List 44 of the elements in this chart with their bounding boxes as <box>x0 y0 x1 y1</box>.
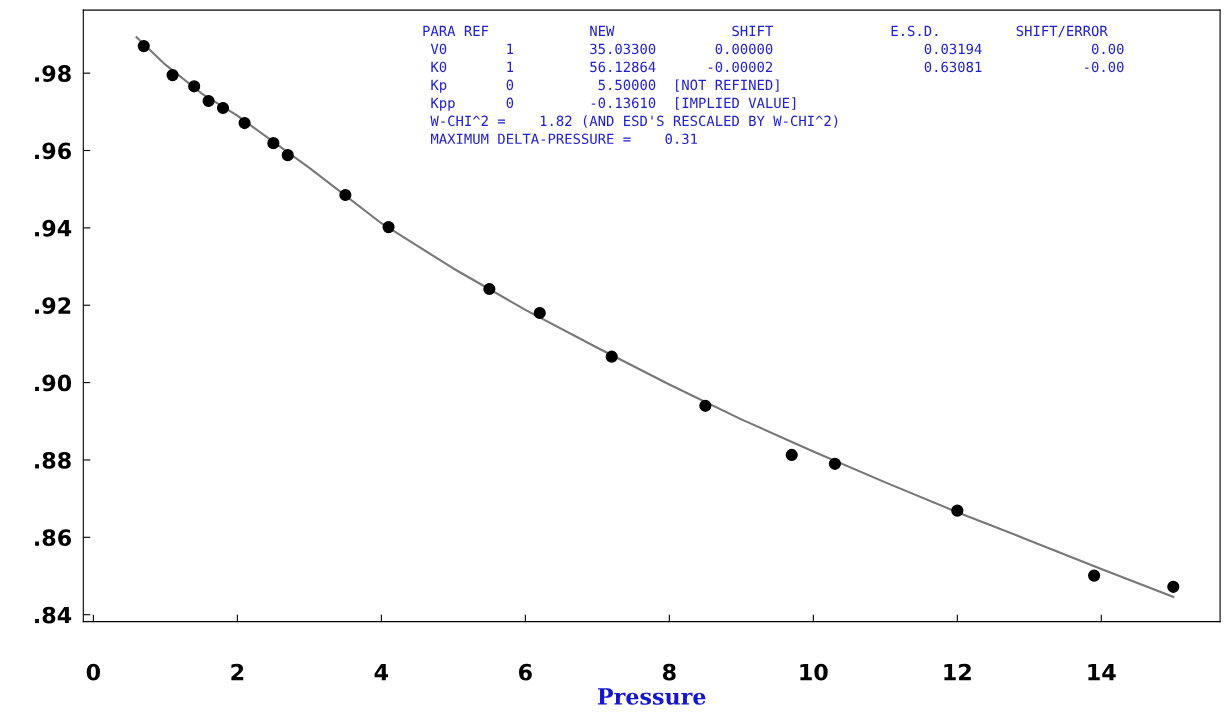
point <box>699 399 712 412</box>
point <box>828 457 842 470</box>
point <box>137 40 150 53</box>
point <box>238 116 251 130</box>
y-tick-label: .90 <box>35 374 72 392</box>
annotation: MAXIMUM DELTA-PRESSURE = 0.31 <box>431 133 698 145</box>
point <box>1088 569 1101 582</box>
x-tick-label: 6 <box>519 663 532 681</box>
point <box>382 221 395 234</box>
y-tick-label: .86 <box>35 529 71 547</box>
point <box>281 149 294 162</box>
annotation: Kpp 0 -0.13610 [IMPLIED VALUE] <box>431 97 796 111</box>
x-tick-label: 12 <box>944 663 971 681</box>
annotation: PARA REF NEW SHIFT E.S.D. SHIFT/ERROR <box>423 25 1108 38</box>
y-tick-label: .96 <box>35 142 71 160</box>
point <box>166 69 179 82</box>
point <box>216 101 230 115</box>
y-tick-label: .84 <box>35 606 72 624</box>
point <box>605 350 618 363</box>
x-tick-label: 2 <box>231 663 244 681</box>
x-tick-label: 10 <box>800 663 828 681</box>
annotation: V0 1 35.03300 0.00000 0.03194 0.00 <box>430 43 1124 55</box>
annotation: W-CHI^2 = 1.82 (AND ESD'S RESCALED BY W-CHI^2) <box>430 115 838 128</box>
point <box>1167 580 1180 593</box>
point <box>188 80 201 93</box>
point <box>951 504 964 517</box>
annotation: Kp 0 5.50000 [NOT REFINED] <box>431 79 779 93</box>
y-tick-label: .94 <box>35 219 72 237</box>
annotation: K0 1 56.12864 -0.00002 0.63081 -0.00 <box>431 61 1124 73</box>
point <box>533 306 546 320</box>
x-tick-label: 0 <box>86 663 101 681</box>
x-tick-label: 4 <box>374 663 389 681</box>
x-tick-label: 8 <box>662 663 676 681</box>
point <box>267 137 280 150</box>
point <box>339 188 352 202</box>
y-tick-label: .98 <box>35 65 71 82</box>
x-tick-label: 14 <box>1088 663 1116 681</box>
line-series <box>135 36 1175 598</box>
y-tick-label: .88 <box>35 451 71 469</box>
y-tick-label: .92 <box>35 297 71 314</box>
point <box>483 282 496 296</box>
x-axis-title: Pressure <box>597 688 706 705</box>
point <box>785 448 798 462</box>
point <box>202 94 215 108</box>
